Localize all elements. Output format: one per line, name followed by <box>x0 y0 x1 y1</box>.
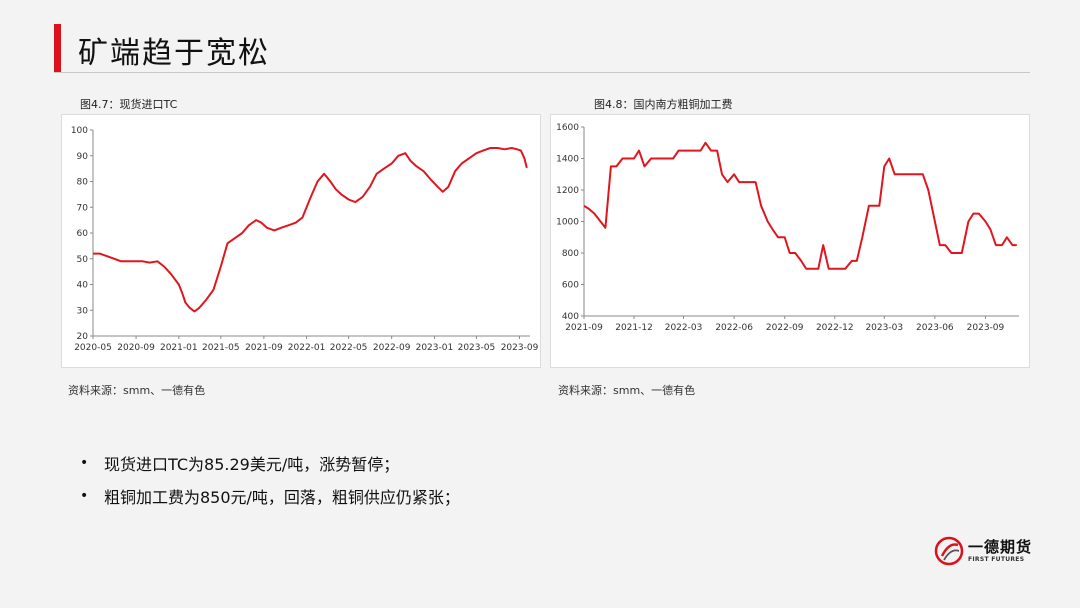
fee-x-tick-label: 2022-09 <box>766 323 804 333</box>
page-title: 矿端趋于宽松 <box>78 36 270 71</box>
left-chart-source: 资料来源：smm、一德有色 <box>68 384 206 397</box>
fee-x-tick-label: 2022-06 <box>715 323 753 333</box>
tc-y-tick-label: 90 <box>77 152 89 162</box>
bullet-text: 粗铜加工费为850元/吨，回落，粗铜供应仍紧张； <box>104 487 460 507</box>
right-chart-caption: 图4.8：国内南方粗铜加工费 <box>594 98 733 111</box>
fee-y-tick-label: 800 <box>562 249 579 259</box>
fee-x-tick-label: 2021-09 <box>565 323 603 333</box>
tc-x-tick-label: 2022-05 <box>330 343 368 353</box>
tc-y-tick-label: 80 <box>77 178 89 188</box>
fee-series-line <box>583 141 1017 270</box>
fee-y-tick-label: 1000 <box>556 218 579 228</box>
tc-x-tick-label: 2021-05 <box>202 343 240 353</box>
tc-y-tick-label: 30 <box>77 306 89 316</box>
bullet-item: • 粗铜加工费为850元/吨，回落，粗铜供应仍紧张； <box>80 479 460 512</box>
bullet-item: • 现货进口TC为85.29美元/吨，涨势暂停； <box>80 446 460 479</box>
blister-fee-chart: 400 600 800 1000 1200 1400 1600 2021-09 2021-12 2… <box>550 114 1030 368</box>
fee-x-tick-label: 2023-03 <box>865 323 903 333</box>
left-chart-caption: 图4.7：现货进口TC <box>80 98 178 111</box>
tc-x-tick-label: 2023-05 <box>458 343 496 353</box>
bullet-dot: • <box>80 454 89 471</box>
right-chart-source: 资料来源：smm、一德有色 <box>558 384 696 397</box>
fee-y-tick-label: 1400 <box>556 155 579 165</box>
tc-x-tick-label: 2020-05 <box>74 343 112 353</box>
tc-x-tick-label: 2020-09 <box>117 343 155 353</box>
fee-x-tick-label: 2021-12 <box>615 323 653 333</box>
bullet-list: • 现货进口TC为85.29美元/吨，涨势暂停； • 粗铜加工费为850元/吨，… <box>80 446 460 512</box>
blister-fee-chart-svg: 400 600 800 1000 1200 1400 1600 2021-09 2021-12 2… <box>556 123 1019 333</box>
logo-mark-icon <box>934 536 964 566</box>
fee-y-tick-label: 400 <box>562 312 579 322</box>
tc-x-tick-label: 2021-01 <box>160 343 198 353</box>
fee-x-tick-label: 2022-12 <box>816 323 854 333</box>
title-accent-bar <box>54 24 61 72</box>
fee-x-tick-label: 2022-03 <box>665 323 703 333</box>
bullet-text: 现货进口TC为85.29美元/吨，涨势暂停； <box>104 454 400 474</box>
logo-subtitle: FIRST FUTURES <box>968 556 1025 563</box>
fee-x-tick-label: 2023-09 <box>967 323 1005 333</box>
tc-y-tick-label: 20 <box>77 332 89 342</box>
tc-x-tick-label: 2023-01 <box>416 343 454 353</box>
tc-x-tick-label: 2021-09 <box>245 343 283 353</box>
tc-y-tick-label: 100 <box>71 126 88 136</box>
tc-x-tick-label: 2023-09 <box>501 343 539 353</box>
tc-y-tick-label: 60 <box>77 229 89 239</box>
tc-y-tick-label: 70 <box>77 203 89 213</box>
tc-chart: 20 30 40 50 60 70 80 90 100 2020-05 2020-09 2021-01… <box>61 114 541 368</box>
tc-y-tick-label: 40 <box>77 281 89 291</box>
fee-x-tick-label: 2023-06 <box>916 323 954 333</box>
tc-y-tick-label: 50 <box>77 255 89 265</box>
fee-y-tick-label: 600 <box>562 281 579 291</box>
tc-series-line <box>93 147 528 313</box>
tc-x-tick-label: 2022-09 <box>373 343 411 353</box>
bullet-dot: • <box>80 487 89 504</box>
tc-x-tick-label: 2022-01 <box>288 343 326 353</box>
fee-y-tick-label: 1600 <box>556 123 579 133</box>
tc-chart-svg: 20 30 40 50 60 70 80 90 100 2020-05 2020-09 2021-01… <box>71 126 539 353</box>
fee-y-tick-label: 1200 <box>556 186 579 196</box>
logo-name: 一德期货 <box>968 538 1033 556</box>
title-divider <box>54 72 1030 73</box>
company-logo: 一德期货 FIRST FUTURES <box>934 534 1034 570</box>
